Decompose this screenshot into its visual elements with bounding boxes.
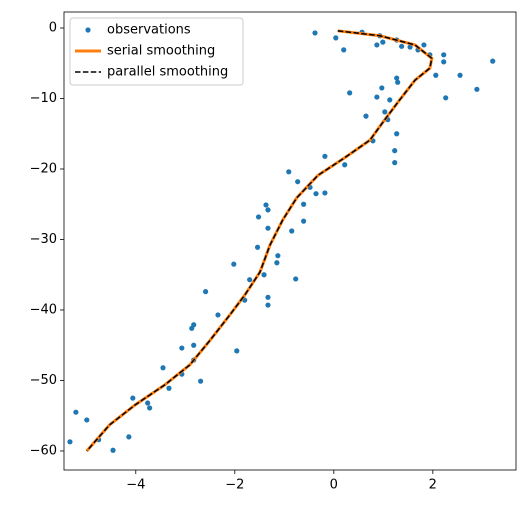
observation-point (301, 218, 307, 224)
y-tick-label: −20 (30, 161, 57, 176)
observation-point (322, 190, 328, 196)
observation-point (394, 75, 400, 81)
observation-point (234, 348, 240, 354)
axes-frame (63, 11, 517, 471)
observation-point (379, 85, 385, 91)
plot-area (67, 29, 496, 453)
observation-point (110, 447, 116, 453)
observation-point (274, 260, 280, 266)
observation-point (374, 94, 380, 100)
observation-point (160, 365, 166, 371)
observation-point (363, 113, 369, 119)
observation-point (295, 179, 301, 185)
observation-point (313, 191, 319, 197)
observation-point (198, 378, 204, 384)
observation-point (392, 160, 398, 166)
observation-point (166, 385, 172, 391)
observation-point (490, 58, 496, 64)
observation-point (374, 42, 380, 48)
legend-label: observations (107, 23, 191, 38)
observation-point (443, 95, 449, 101)
observation-point (265, 294, 271, 300)
observation-point (265, 225, 271, 231)
observation-point (263, 202, 269, 208)
observation-point (275, 253, 281, 259)
smoothing-line (85, 29, 434, 452)
observation-point (457, 72, 463, 78)
legend-label: parallel smoothing (107, 65, 228, 80)
observation-point (407, 44, 413, 50)
x-tick-label: 0 (330, 478, 338, 493)
smoothing-line (86, 30, 433, 452)
observation-point (261, 272, 267, 278)
observation-point (202, 289, 209, 295)
legend-marker (85, 27, 91, 33)
observation-point (380, 39, 386, 45)
observation-point (474, 86, 480, 92)
x-tick-label: 2 (429, 478, 437, 493)
observation-point (255, 214, 262, 220)
x-tick-label: −4 (126, 478, 145, 493)
observation-point (130, 395, 136, 401)
y-tick-label: −30 (30, 232, 57, 247)
observation-point (433, 72, 439, 78)
observation-point (342, 162, 348, 168)
observation-point (126, 434, 132, 440)
y-tick-label: −40 (30, 302, 57, 317)
observation-point (421, 42, 427, 48)
observation-point (265, 302, 271, 308)
observation-point (265, 207, 271, 213)
observation-point (231, 261, 237, 267)
observation-point (67, 439, 73, 445)
observation-point (347, 90, 353, 96)
observation-point (286, 169, 292, 175)
observation-point (73, 409, 79, 415)
observation-point (301, 201, 307, 207)
observation-point (441, 52, 447, 58)
x-tick-label: −2 (225, 478, 244, 493)
observation-point (399, 43, 405, 49)
y-tick-label: −10 (30, 91, 57, 106)
observation-point (441, 59, 447, 65)
observation-point (254, 244, 261, 250)
observation-point (382, 109, 388, 115)
observation-point (289, 228, 295, 234)
observation-point (247, 277, 253, 283)
observation-point (179, 345, 185, 351)
y-tick-label: −50 (30, 373, 57, 388)
observation-point (312, 30, 318, 36)
legend-label: serial smoothing (107, 44, 215, 59)
observation-point (395, 79, 401, 85)
y-tick-label: −60 (30, 443, 57, 458)
y-tick-label: 0 (49, 21, 57, 36)
legend-box (69, 17, 244, 86)
observation-point (191, 342, 197, 348)
observation-point (394, 131, 400, 137)
observation-point (392, 148, 398, 154)
observation-point (333, 35, 339, 41)
observation-point (341, 47, 347, 53)
observation-point (84, 417, 90, 423)
observation-point (387, 97, 393, 103)
observation-point (145, 400, 151, 406)
observation-point (147, 405, 153, 411)
observation-point (189, 325, 195, 331)
observation-point (293, 276, 299, 282)
observation-point (215, 312, 221, 318)
observation-point (322, 153, 328, 159)
